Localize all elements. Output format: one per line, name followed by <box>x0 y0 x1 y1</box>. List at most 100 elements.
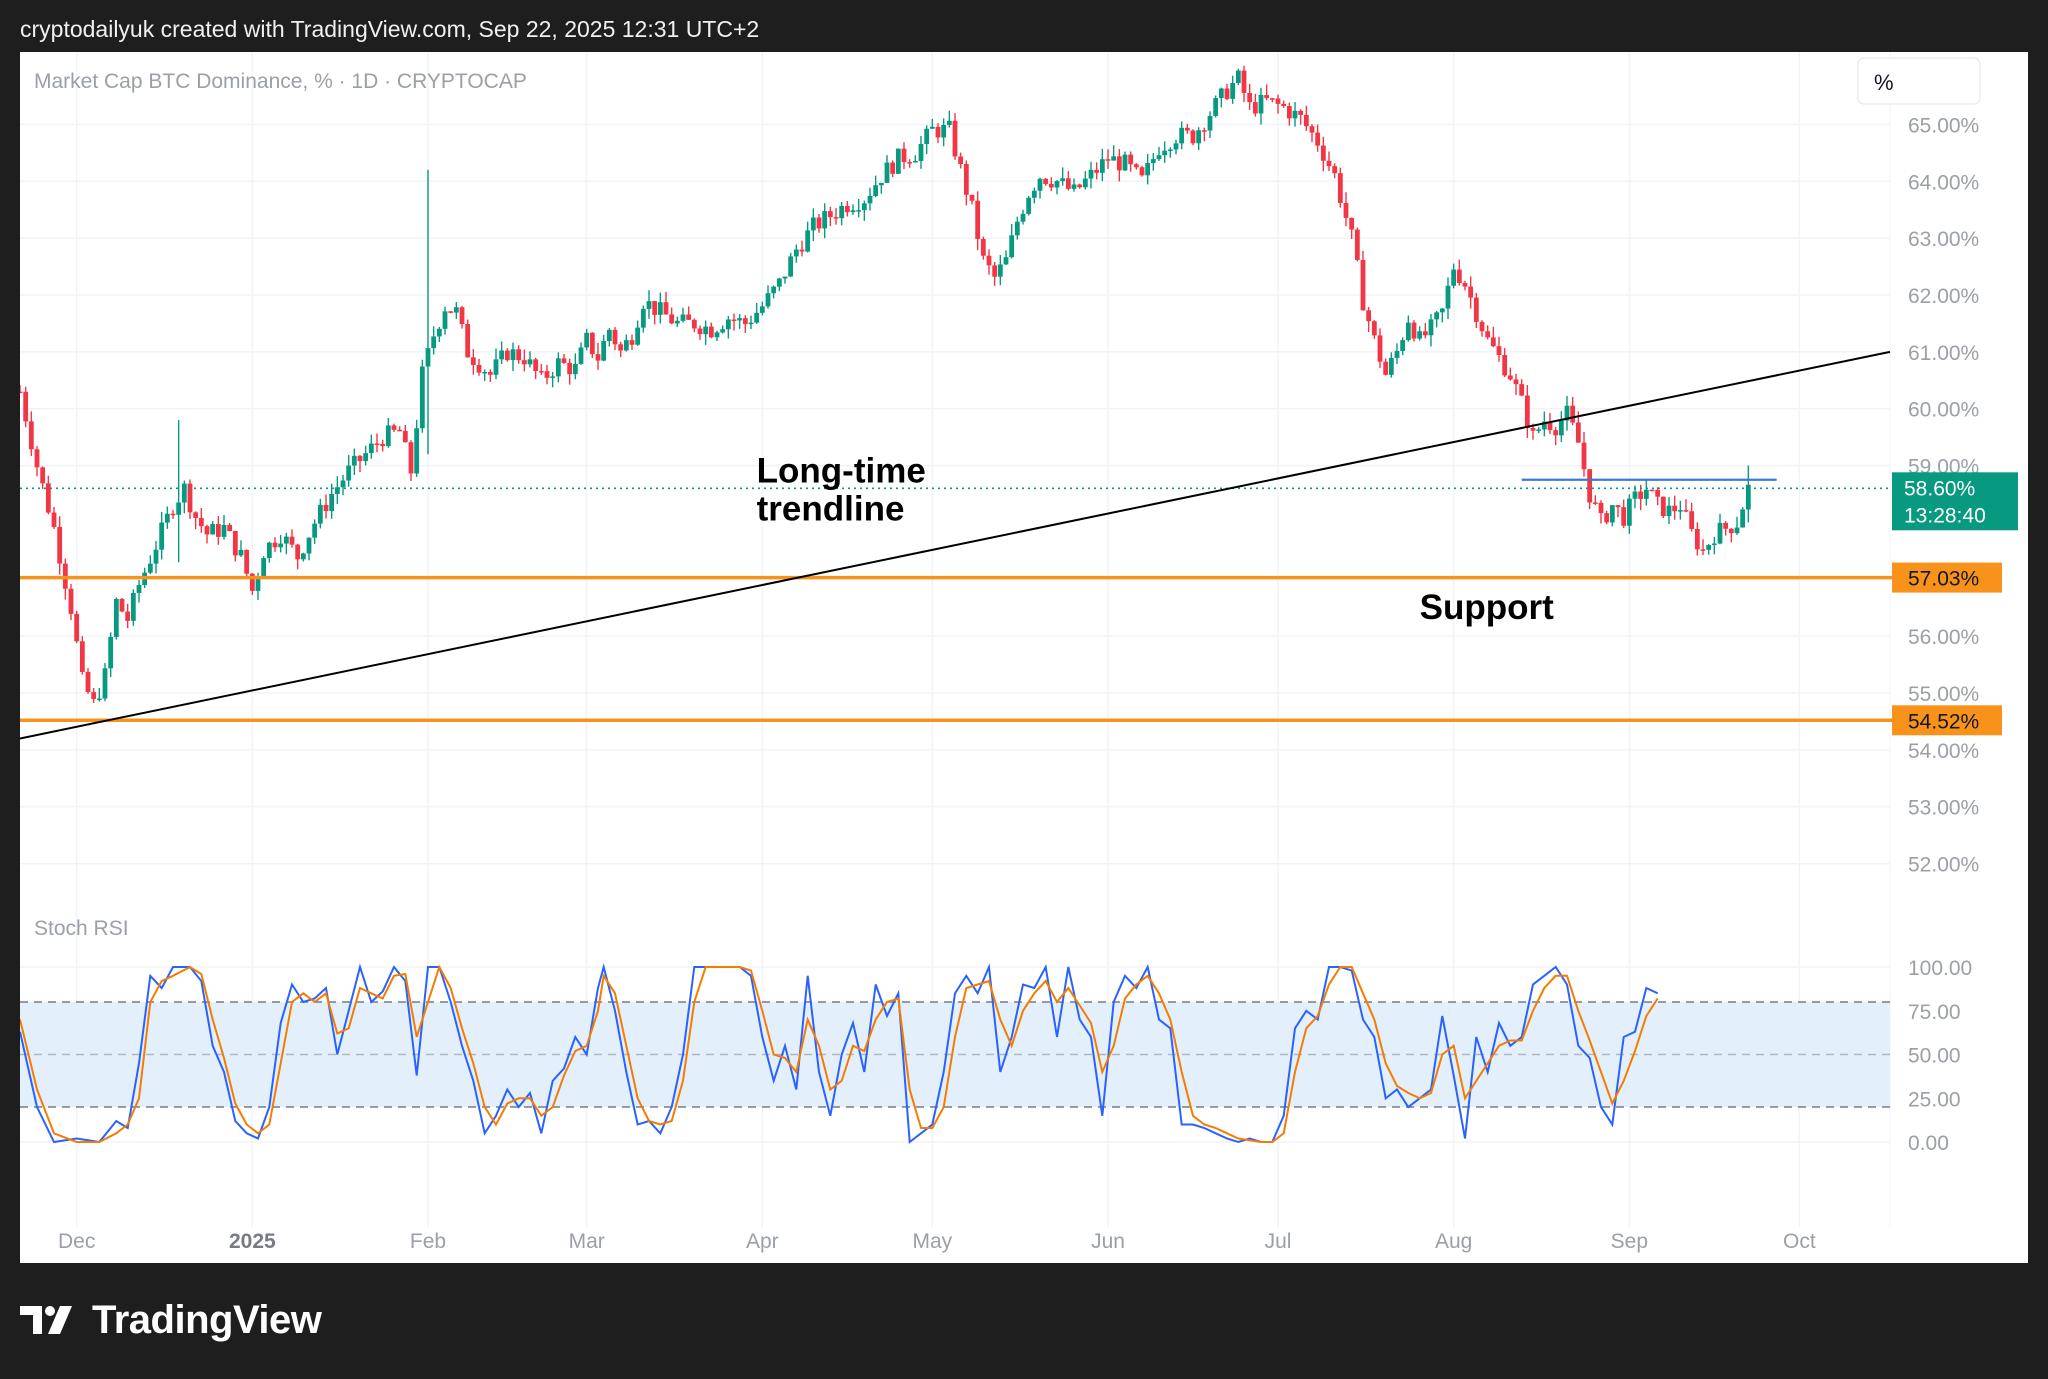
scale-unit-button[interactable] <box>1857 57 1981 105</box>
candle-body <box>754 312 760 323</box>
candle-body <box>538 371 544 373</box>
candle-body <box>363 453 369 462</box>
candle-body <box>969 194 975 201</box>
candle-body <box>946 120 952 125</box>
candle-body <box>164 513 170 523</box>
candle-body <box>612 329 618 345</box>
candle-body <box>1405 322 1411 341</box>
candle-body <box>402 430 408 443</box>
candle-body <box>1139 167 1145 176</box>
candle-body <box>1711 543 1717 546</box>
candle-body <box>1286 105 1292 119</box>
candle-body <box>1592 502 1598 504</box>
trendline-annotation-line1: Long-time <box>757 452 926 491</box>
candle-body <box>703 326 709 335</box>
candle-body <box>1303 114 1309 127</box>
candle-body <box>1043 178 1049 184</box>
candle-body <box>419 366 425 429</box>
candle-body <box>1179 127 1185 144</box>
candle-body <box>210 524 216 535</box>
candle-body <box>1468 286 1474 298</box>
candle-body <box>261 558 267 577</box>
candle-body <box>159 522 165 550</box>
candle-body <box>759 306 765 313</box>
candle-body <box>657 302 663 315</box>
candle-body <box>663 302 669 315</box>
candle-body <box>1247 92 1253 103</box>
candle-body <box>1201 130 1207 132</box>
candle-body <box>1677 510 1683 512</box>
candle-body <box>1309 126 1315 133</box>
candle-body <box>482 371 488 374</box>
candle-body <box>91 692 97 699</box>
candle-body <box>623 340 629 351</box>
candle-body <box>844 206 850 213</box>
x-tick-label: Mar <box>569 1230 605 1253</box>
candle-body <box>465 323 471 358</box>
x-tick-label: 2025 <box>229 1230 276 1253</box>
candle-body <box>975 200 981 239</box>
candle-body <box>476 364 482 373</box>
candle-body <box>1099 159 1105 173</box>
candle-body <box>1224 88 1230 99</box>
candle-body <box>1235 70 1241 84</box>
candle-body <box>1445 285 1451 309</box>
y-tick-label: 56.00% <box>1908 626 1979 649</box>
candle-body <box>1649 489 1655 492</box>
candle-body <box>606 329 612 342</box>
candle-body <box>997 264 1003 277</box>
candle-body <box>215 524 221 537</box>
candle-body <box>1162 150 1168 156</box>
candle-body <box>448 311 454 313</box>
candle-body <box>850 210 856 213</box>
candle-body <box>544 371 550 378</box>
candle-body <box>510 349 516 361</box>
candle-body <box>980 238 986 256</box>
level-label-box <box>1892 562 2002 593</box>
candle-body <box>1524 395 1530 428</box>
x-tick-label: Oct <box>1783 1230 1816 1253</box>
chart-canvas[interactable]: 57.03% 54.52% Dec 2025 Feb Mar Apr May Jun Jul Au… <box>17 52 2028 1263</box>
candle-body <box>1366 310 1372 322</box>
candle-body <box>329 494 335 512</box>
candle-body <box>555 358 561 377</box>
candle-body <box>918 144 924 161</box>
candle-body <box>805 230 811 252</box>
candle-body <box>272 542 278 548</box>
candle-body <box>204 526 210 535</box>
candle-body <box>1111 156 1117 161</box>
horizontal-levels[interactable]: 57.03% 54.52% <box>19 350 2002 740</box>
candle-body <box>1207 115 1213 131</box>
candle-body <box>459 307 465 324</box>
candle-body <box>1479 321 1485 332</box>
candle-body <box>958 156 964 165</box>
rsi-y-tick-label: 0.00 <box>1908 1132 1949 1155</box>
trendline-annotation-line2: trendline <box>757 490 905 529</box>
candle-body <box>1632 491 1638 499</box>
candle-body <box>1094 169 1100 173</box>
y-tick-label: 62.00% <box>1908 285 1979 308</box>
candle-body <box>57 526 63 564</box>
candle-body <box>714 332 720 338</box>
candle-body <box>1252 102 1258 114</box>
candle-body <box>516 349 522 361</box>
candle-body <box>68 588 74 614</box>
rsi-y-tick-label: 100.00 <box>1908 957 1972 980</box>
candle-body <box>1519 384 1525 396</box>
candle-body <box>1536 429 1542 431</box>
candle-body <box>601 341 607 361</box>
chart-panel[interactable]: 57.03% 54.52% Dec 2025 Feb Mar Apr May Jun Jul Au… <box>17 52 2028 1263</box>
tradingview-logo-icon <box>20 1306 72 1334</box>
candle-body <box>238 549 244 556</box>
candle-body <box>227 524 233 532</box>
candle-body <box>1740 509 1746 528</box>
candle-body <box>1621 507 1627 526</box>
candle-body <box>312 523 318 538</box>
candle-body <box>527 359 533 365</box>
candle-body <box>1360 259 1366 311</box>
candle-body <box>1292 110 1298 119</box>
candle-body <box>74 613 80 642</box>
candle-body <box>691 319 697 329</box>
candle-body <box>1428 319 1434 336</box>
x-tick-label: Jul <box>1265 1230 1292 1253</box>
